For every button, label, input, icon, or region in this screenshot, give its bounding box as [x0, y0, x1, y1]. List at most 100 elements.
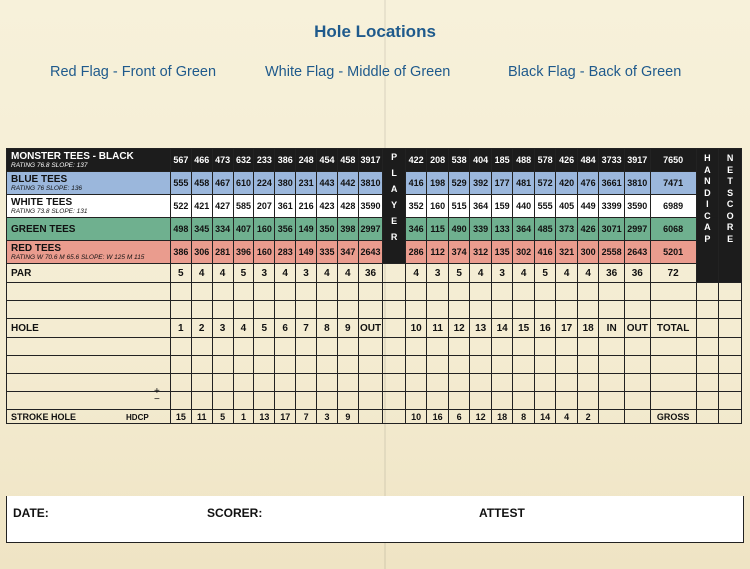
score-cell[interactable] [295, 282, 318, 301]
score-cell[interactable] [404, 300, 428, 319]
score-cell[interactable] [447, 391, 471, 410]
score-cell[interactable] [718, 282, 742, 301]
score-cell[interactable] [649, 355, 697, 374]
score-cell[interactable] [576, 282, 600, 301]
score-cell[interactable] [490, 373, 514, 392]
score-cell[interactable] [232, 282, 255, 301]
score-cell[interactable] [512, 282, 535, 301]
score-cell[interactable] [469, 391, 492, 410]
score-cell[interactable] [211, 355, 234, 374]
score-cell[interactable] [404, 337, 428, 356]
score-cell[interactable] [512, 391, 535, 410]
score-cell[interactable] [469, 282, 492, 301]
score-cell[interactable] [555, 300, 578, 319]
score-cell[interactable] [169, 373, 192, 392]
score-cell[interactable] [598, 391, 625, 410]
score-cell[interactable] [623, 337, 651, 356]
score-cell[interactable] [469, 355, 492, 374]
score-cell[interactable] [598, 355, 625, 374]
score-cell[interactable] [533, 337, 557, 356]
score-cell[interactable] [274, 391, 297, 410]
score-cell[interactable] [718, 337, 742, 356]
score-cell[interactable] [649, 337, 697, 356]
score-cell[interactable] [232, 391, 255, 410]
score-cell[interactable] [316, 282, 338, 301]
score-cell[interactable] [649, 282, 697, 301]
score-cell[interactable] [336, 300, 359, 319]
score-cell[interactable] [274, 282, 297, 301]
score-cell[interactable] [718, 373, 742, 392]
score-cell[interactable] [512, 355, 535, 374]
score-cell[interactable] [357, 373, 384, 392]
score-cell[interactable] [382, 282, 406, 301]
score-cell[interactable] [576, 391, 600, 410]
score-cell[interactable] [382, 391, 406, 410]
score-cell[interactable] [695, 373, 720, 392]
score-cell[interactable] [232, 300, 255, 319]
score-cell[interactable] [232, 337, 255, 356]
score-cell[interactable] [623, 391, 651, 410]
score-cell[interactable] [718, 391, 742, 410]
score-cell[interactable] [512, 373, 535, 392]
score-cell[interactable] [211, 391, 234, 410]
score-cell[interactable] [555, 355, 578, 374]
score-cell[interactable] [295, 337, 318, 356]
score-cell[interactable] [695, 337, 720, 356]
score-cell[interactable] [404, 373, 428, 392]
score-cell[interactable] [274, 337, 297, 356]
score-cell[interactable] [512, 300, 535, 319]
score-cell[interactable] [357, 337, 384, 356]
score-cell[interactable] [357, 391, 384, 410]
score-cell[interactable] [426, 373, 449, 392]
score-cell[interactable] [190, 391, 213, 410]
score-cell[interactable] [695, 391, 720, 410]
score-cell[interactable] [382, 337, 406, 356]
score-cell[interactable] [357, 282, 384, 301]
score-cell[interactable] [426, 337, 449, 356]
player-name-cell[interactable] [6, 391, 171, 410]
score-cell[interactable] [490, 355, 514, 374]
score-cell[interactable] [490, 282, 514, 301]
score-cell[interactable] [649, 300, 697, 319]
score-cell[interactable] [336, 391, 359, 410]
score-cell[interactable] [649, 391, 697, 410]
score-cell[interactable] [512, 337, 535, 356]
score-cell[interactable] [490, 337, 514, 356]
score-cell[interactable] [382, 355, 406, 374]
score-cell[interactable] [169, 391, 192, 410]
score-cell[interactable] [447, 337, 471, 356]
score-cell[interactable] [598, 300, 625, 319]
score-cell[interactable] [357, 300, 384, 319]
score-cell[interactable] [232, 373, 255, 392]
score-cell[interactable] [533, 282, 557, 301]
score-cell[interactable] [469, 300, 492, 319]
score-cell[interactable] [447, 373, 471, 392]
score-cell[interactable] [426, 355, 449, 374]
score-cell[interactable] [295, 373, 318, 392]
score-cell[interactable] [253, 391, 276, 410]
score-cell[interactable] [623, 282, 651, 301]
score-cell[interactable] [357, 355, 384, 374]
score-cell[interactable] [490, 300, 514, 319]
score-cell[interactable] [336, 373, 359, 392]
score-cell[interactable] [718, 300, 742, 319]
score-cell[interactable] [447, 282, 471, 301]
score-cell[interactable] [382, 300, 406, 319]
score-cell[interactable] [253, 373, 276, 392]
score-cell[interactable] [469, 373, 492, 392]
score-cell[interactable] [695, 282, 720, 301]
score-cell[interactable] [253, 355, 276, 374]
score-cell[interactable] [623, 355, 651, 374]
score-cell[interactable] [533, 391, 557, 410]
score-cell[interactable] [598, 373, 625, 392]
score-cell[interactable] [598, 282, 625, 301]
score-cell[interactable] [623, 373, 651, 392]
score-cell[interactable] [316, 391, 338, 410]
score-cell[interactable] [404, 282, 428, 301]
score-cell[interactable] [695, 355, 720, 374]
score-cell[interactable] [382, 373, 406, 392]
score-cell[interactable] [576, 337, 600, 356]
score-cell[interactable] [695, 300, 720, 319]
score-cell[interactable] [295, 391, 318, 410]
score-cell[interactable] [576, 300, 600, 319]
